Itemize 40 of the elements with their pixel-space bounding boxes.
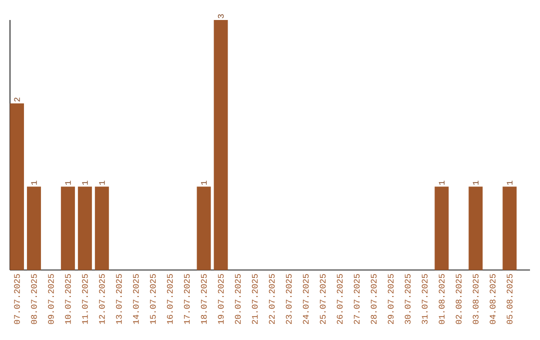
x-tick-label: 23.07.2025 <box>286 274 292 324</box>
x-tick-label: 09.07.2025 <box>48 274 54 324</box>
data-label: 2 <box>14 98 20 102</box>
x-tick-label: 25.07.2025 <box>320 274 326 324</box>
data-label: 1 <box>506 180 512 185</box>
x-tick-label: 03.08.2025 <box>472 274 479 324</box>
x-tick-label: 31.07.2025 <box>422 274 428 324</box>
x-tick-label: 10.07.2025 <box>65 274 71 324</box>
data-label: 1 <box>99 180 105 185</box>
data-label: 1 <box>438 180 444 185</box>
x-tick-label: 12.07.2025 <box>99 274 105 324</box>
x-tick-label: 19.07.2025 <box>218 274 224 324</box>
data-label: 1 <box>201 180 207 185</box>
x-tick-label: 29.07.2025 <box>388 274 394 324</box>
x-tick-label: 16.07.2025 <box>166 274 173 324</box>
data-label: 1 <box>82 180 88 185</box>
x-tick-label: 13.07.2025 <box>116 274 122 324</box>
x-tick-label: 04.08.2025 <box>490 274 496 324</box>
x-tick-label: 28.07.2025 <box>370 274 377 324</box>
x-tick-label: 11.07.2025 <box>82 274 88 324</box>
x-tick-label: 18.07.2025 <box>200 274 207 324</box>
x-tick-label: 17.07.2025 <box>184 274 190 324</box>
x-tick-label: 21.07.2025 <box>252 274 258 324</box>
data-label: 3 <box>218 14 224 18</box>
data-label: 1 <box>31 180 37 185</box>
x-tick-label: 27.07.2025 <box>354 274 360 324</box>
x-tick-label: 14.07.2025 <box>132 274 139 324</box>
data-label: 1 <box>65 180 71 185</box>
x-tick-label: 01.08.2025 <box>438 274 445 324</box>
x-tick-label: 24.07.2025 <box>302 274 309 324</box>
x-tick-label: 05.08.2025 <box>506 274 512 324</box>
x-tick-label: 02.08.2025 <box>456 274 462 324</box>
x-tick-label: 15.07.2025 <box>150 274 156 324</box>
x-tick-label: 26.07.2025 <box>336 274 343 324</box>
x-tick-label: 22.07.2025 <box>268 274 275 324</box>
x-tick-label: 08.07.2025 <box>31 274 37 324</box>
data-label: 1 <box>472 180 478 185</box>
x-tick-label: 07.07.2025 <box>14 274 20 324</box>
x-tick-label: 30.07.2025 <box>404 274 411 324</box>
x-tick-label: 20.07.2025 <box>234 274 241 324</box>
